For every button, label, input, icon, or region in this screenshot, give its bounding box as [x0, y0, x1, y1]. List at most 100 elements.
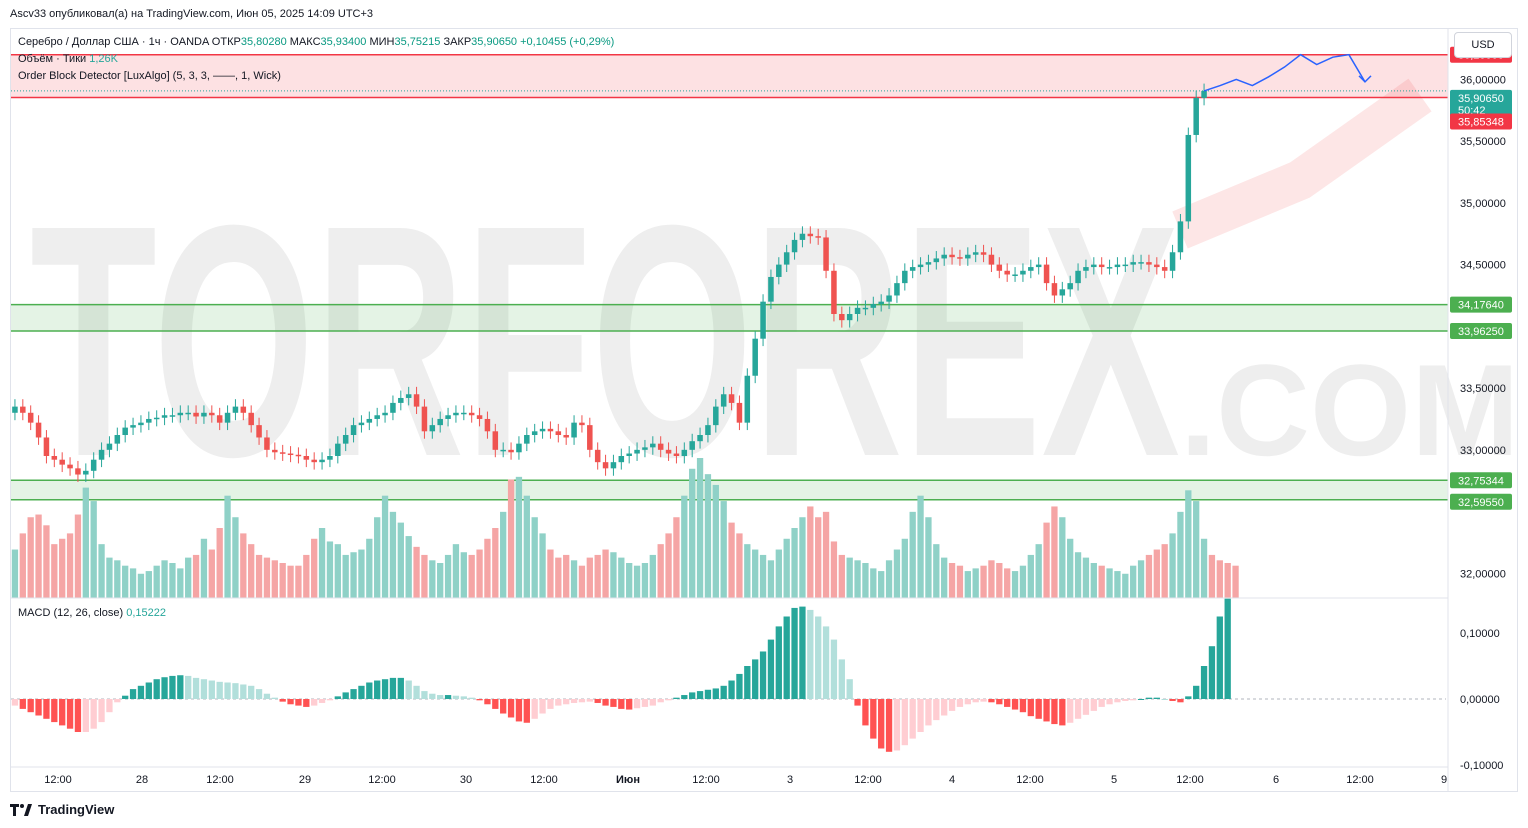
candle-body [398, 397, 404, 403]
candle-body [673, 453, 680, 456]
time-tick-label: 5 [1111, 774, 1117, 786]
volume-bar [547, 549, 554, 598]
volume-bar [429, 560, 436, 598]
volume-bar [145, 571, 152, 598]
volume-bar [626, 563, 633, 598]
candle-body [870, 304, 877, 308]
candle-body [555, 431, 562, 436]
volume-label[interactable]: Объём · Тики [18, 53, 87, 65]
candle-body [610, 462, 617, 469]
macd-bar [712, 688, 719, 699]
price-label-value: 35,90650 [1458, 93, 1504, 105]
volume-bar [318, 528, 326, 598]
volume-bar [311, 538, 318, 598]
candle-body [201, 412, 207, 417]
volume-bar [208, 549, 215, 598]
volume-bar [807, 506, 814, 598]
volume-bar [815, 517, 822, 598]
candle-body [1122, 264, 1129, 267]
macd-label[interactable]: MACD (12, 26, close) [18, 607, 124, 619]
volume-bar [681, 495, 688, 598]
volume-bar [1169, 533, 1176, 598]
volume-bar [563, 554, 570, 598]
candle-body [122, 427, 128, 436]
volume-bar [255, 554, 263, 598]
volume-bar [1074, 552, 1082, 598]
candle-body [169, 415, 176, 417]
candle-body [256, 425, 262, 438]
macd-bar [334, 696, 341, 699]
price-tick-label: 35,00000 [1460, 198, 1506, 210]
volume-bar [326, 541, 334, 598]
candle-body [791, 239, 798, 253]
price-tick-label: 33,50000 [1460, 383, 1506, 395]
volume-bar [1027, 554, 1034, 598]
candle-body [618, 456, 625, 463]
macd-bar [397, 677, 404, 699]
time-tick-label: 3 [787, 774, 793, 786]
candle-body [240, 406, 247, 413]
volume-bar [980, 565, 987, 598]
volume-bar [177, 568, 184, 598]
macd-bar [169, 675, 176, 699]
macd-bar [681, 695, 688, 699]
volume-bar [287, 565, 294, 598]
time-tick-label: 12:00 [854, 774, 882, 786]
macd-bar [555, 699, 562, 706]
price-label-value: 33,96250 [1458, 326, 1504, 338]
volume-bar [531, 517, 538, 598]
macd-bar [728, 680, 735, 699]
macd-bar [1011, 699, 1019, 710]
volume-histogram [11, 458, 1239, 598]
time-tick-label: 4 [949, 774, 955, 786]
candle-body [1146, 262, 1152, 265]
candle-body [925, 262, 932, 265]
candle-body [90, 459, 97, 471]
volume-bar [1177, 511, 1184, 598]
macd-bar [326, 699, 334, 701]
volume-bar [460, 552, 467, 598]
macd-bar [43, 699, 50, 719]
volume-bar [948, 563, 956, 598]
macd-tick-label: -0,10000 [1460, 760, 1503, 772]
macd-bar [66, 699, 74, 729]
volume-bar [19, 533, 26, 598]
macd-bar [389, 677, 397, 699]
candle-body [799, 233, 806, 240]
volume-bar [641, 563, 649, 598]
candle-body [437, 418, 443, 426]
macd-bar [177, 675, 184, 699]
candlestick-series [12, 83, 1207, 482]
macd-bar [1161, 699, 1168, 700]
candle-body [303, 456, 310, 460]
candle-body [476, 415, 483, 419]
volume-bar [74, 514, 82, 598]
indicator-label[interactable]: Order Block Detector [LuxAlgo] (5, 3, 3,… [18, 70, 281, 82]
candle-body [776, 264, 782, 277]
candle-body [760, 301, 766, 339]
candle-body [342, 435, 349, 444]
time-tick-label: 12:00 [44, 774, 72, 786]
currency-button[interactable]: USD [1454, 32, 1512, 58]
macd-bar [421, 691, 428, 699]
tradingview-logo[interactable]: TradingView [10, 802, 114, 817]
macd-bar [468, 697, 475, 699]
macd-bar [374, 680, 381, 699]
candle-body [130, 425, 136, 428]
candle-body [177, 412, 184, 416]
candle-body [1193, 97, 1199, 135]
candle-body [1020, 270, 1026, 275]
volume-bar [657, 544, 664, 598]
macd-bar [232, 683, 239, 699]
volume-bar [122, 565, 129, 598]
macd-legend: MACD (12, 26, close) 0,15222 [18, 607, 166, 619]
symbol-title[interactable]: Серебро / Доллар США · 1ч · OANDA [18, 36, 209, 48]
low-label: МИН [369, 36, 395, 48]
volume-bar [893, 549, 901, 598]
macd-bar [74, 699, 82, 732]
candle-body [468, 412, 475, 416]
macd-bar [129, 689, 137, 699]
candle-body [1154, 264, 1160, 268]
macd-bar [279, 699, 286, 702]
